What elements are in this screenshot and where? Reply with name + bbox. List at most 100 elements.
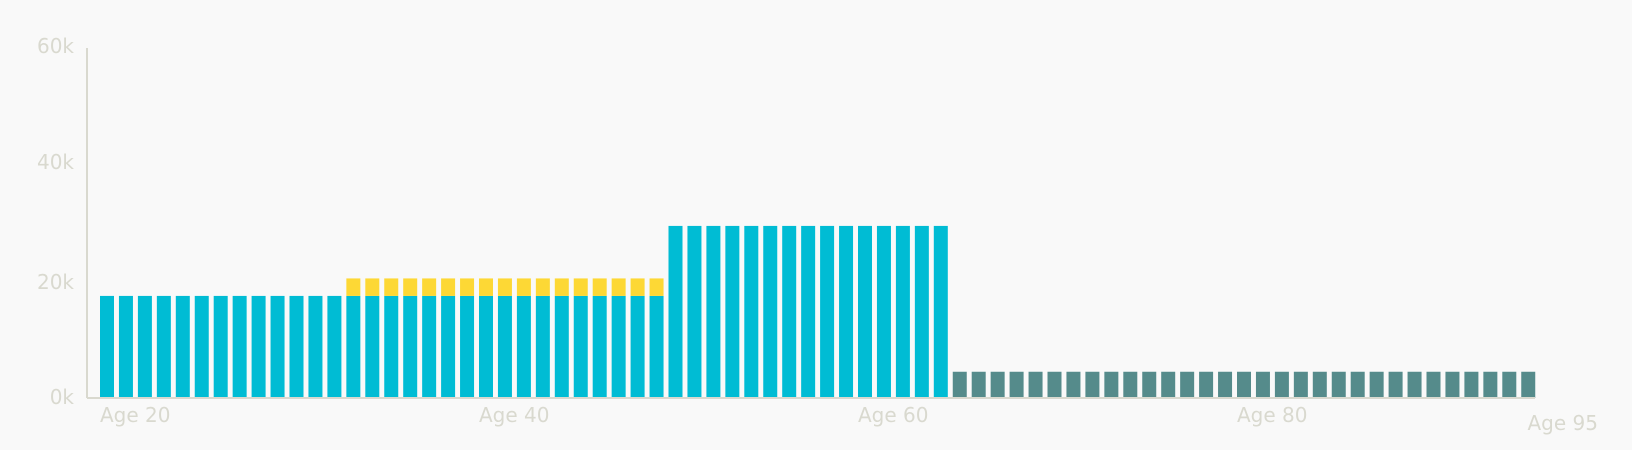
bar-segment-series-3 (1180, 371, 1195, 398)
bar-segment-series-3 (971, 371, 986, 398)
bar-segment-series-3 (1350, 371, 1365, 398)
bar-segment-series-3 (1331, 371, 1346, 398)
bar-segment-series-2 (384, 278, 399, 296)
bar-segment-series-3 (1369, 371, 1384, 398)
bar-segment-series-3 (990, 371, 1005, 398)
bar-segment-series-1 (744, 225, 759, 398)
y-tick-label: 40k (37, 150, 74, 174)
bar-segment-series-1 (479, 295, 493, 398)
bar-segment-series-1 (668, 225, 683, 398)
bar-segment-series-1 (175, 295, 190, 398)
bar-segment-series-3 (1047, 371, 1062, 398)
bar-segment-series-1 (914, 225, 929, 398)
bar-segment-series-3 (1464, 371, 1479, 398)
bar-segment-series-1 (858, 225, 872, 398)
bar-segment-series-1 (194, 295, 209, 398)
bar-segment-series-3 (1445, 371, 1460, 398)
bar-segment-series-3 (1388, 371, 1403, 398)
bar-segment-series-3 (1521, 371, 1536, 398)
bar-segment-series-1 (725, 225, 740, 398)
bar-segment-series-3 (1199, 371, 1214, 398)
bar-segment-series-2 (535, 278, 550, 296)
bar-segment-series-1 (460, 295, 475, 398)
bar-segment-series-2 (649, 278, 664, 296)
x-tick-label: Age 60 (858, 403, 929, 427)
bar-segment-series-1 (876, 225, 891, 398)
bar-segment-series-1 (516, 295, 531, 398)
x-tick-label: Age 80 (1237, 403, 1308, 427)
bar-segment-series-1 (630, 295, 645, 398)
bar-segment-series-3 (1312, 371, 1327, 398)
bar-segment-series-1 (232, 295, 247, 398)
y-tick-label: 20k (37, 270, 74, 294)
bar-segment-series-1 (270, 295, 285, 398)
bar-segment-series-2 (554, 278, 569, 296)
x-tick-labels: Age 20 Age 40 Age 60 Age 80 Age 95 (100, 403, 1598, 435)
bar-segment-series-2 (346, 278, 361, 296)
y-tick-labels: 0k 20k 40k 60k (37, 34, 74, 409)
bar-segment-series-1 (308, 295, 323, 398)
bar-segment-series-1 (118, 295, 133, 398)
bar-segment-series-3 (1502, 371, 1517, 398)
bar-segment-series-3 (1104, 371, 1119, 398)
bar-segment-series-1 (592, 295, 607, 398)
bar-segment-series-1 (801, 225, 816, 398)
y-tick-label: 60k (37, 34, 74, 58)
bar-segment-series-1 (327, 295, 342, 398)
bar-segment-series-1 (137, 295, 152, 398)
bar-segment-series-1 (839, 225, 854, 398)
bar-segment-series-1 (895, 225, 910, 398)
bar-segment-series-1 (441, 295, 456, 398)
bar-segment-series-1 (384, 295, 399, 398)
bar-segment-series-1 (156, 295, 171, 398)
bar-segment-series-3 (1009, 371, 1024, 398)
bar-segment-series-3 (1028, 371, 1043, 398)
bar-segment-series-1 (706, 225, 721, 398)
bar-segment-series-3 (1426, 371, 1441, 398)
bar-segment-series-3 (1274, 371, 1289, 398)
bar-segment-series-1 (289, 295, 304, 398)
bar-segment-series-3 (1255, 371, 1270, 398)
bar-segment-series-1 (573, 295, 588, 398)
bar-segment-series-1 (649, 295, 664, 398)
bar-segment-series-2 (422, 278, 437, 296)
bar-segment-series-1 (782, 225, 797, 398)
bar-segment-series-1 (251, 295, 266, 398)
bar-segment-series-1 (403, 295, 418, 398)
bar-segment-series-3 (952, 371, 967, 398)
bar-segment-series-2 (592, 278, 607, 296)
bar-segment-series-3 (1066, 371, 1081, 398)
bar-segment-series-2 (573, 278, 588, 296)
bar-segment-series-1 (535, 295, 550, 398)
bar-segment-series-3 (1123, 371, 1138, 398)
bar-segment-series-1 (763, 225, 778, 398)
bar-segment-series-1 (554, 295, 569, 398)
bar-segment-series-1 (213, 295, 228, 398)
bar-segment-series-1 (346, 295, 361, 398)
bar-segment-series-2 (497, 278, 512, 296)
x-tick-label: Age 40 (479, 403, 550, 427)
bar-segment-series-3 (1237, 371, 1251, 398)
bar-segment-series-1 (497, 295, 512, 398)
bar-segment-series-2 (479, 278, 493, 296)
bar-segment-series-3 (1085, 371, 1100, 398)
y-tick-label: 0k (50, 385, 75, 409)
bar-segment-series-1 (933, 225, 948, 398)
bar-segment-series-2 (630, 278, 645, 296)
bar-segment-series-2 (403, 278, 418, 296)
bar-segment-series-2 (460, 278, 475, 296)
bar-segment-series-3 (1407, 371, 1422, 398)
bar-segment-series-1 (422, 295, 437, 398)
bar-segment-series-2 (516, 278, 531, 296)
bar-segment-series-1 (687, 225, 702, 398)
bar-segment-series-3 (1293, 371, 1308, 398)
bar-segment-series-3 (1142, 371, 1157, 398)
bar-segment-series-1 (611, 295, 626, 398)
bars-group (100, 225, 1536, 398)
bar-segment-series-1 (820, 225, 835, 398)
bar-segment-series-1 (365, 295, 380, 398)
bar-segment-series-2 (365, 278, 380, 296)
bar-segment-series-1 (100, 295, 114, 398)
bar-segment-series-2 (611, 278, 626, 296)
